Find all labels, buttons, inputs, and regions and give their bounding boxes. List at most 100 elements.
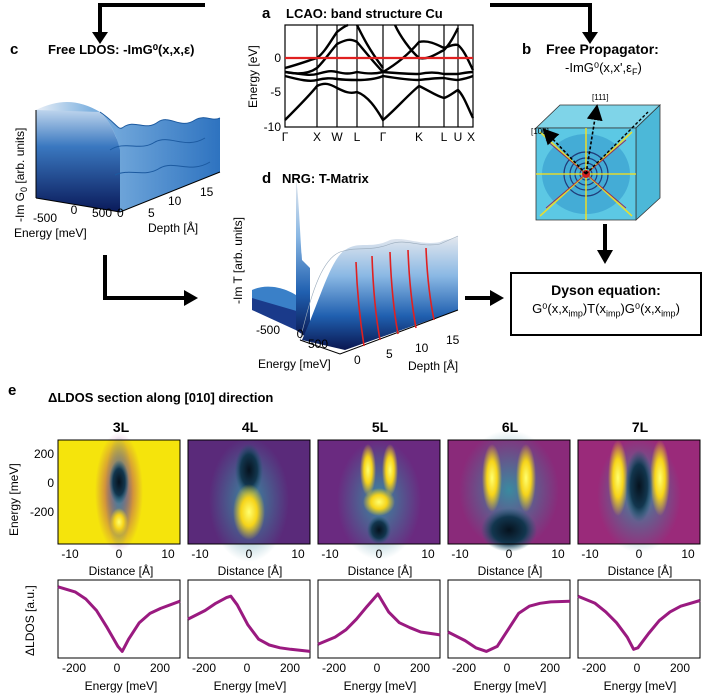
map-ylabel: Energy [meV]	[7, 463, 21, 536]
xtick: Γ	[380, 130, 387, 144]
dyson-equation: G⁰(x,ximp)T(ximp)G⁰(x,ximp)	[532, 301, 680, 319]
svg-text:-10: -10	[61, 547, 79, 561]
dldos-line-6L	[447, 599, 571, 653]
line-plot-5L-frame	[317, 579, 441, 659]
svg-text:-200: -200	[192, 661, 216, 675]
xtick: 500	[92, 206, 112, 220]
panel-e-letter: e	[8, 382, 16, 399]
panel-d-title: NRG: T-Matrix	[282, 171, 369, 186]
panel-d-xlabel: Energy [meV]	[258, 357, 331, 371]
dldos-line-4L	[187, 594, 311, 653]
xtick: X	[313, 130, 321, 144]
svg-text:-10: -10	[191, 547, 209, 561]
band-lines	[284, 23, 475, 122]
dldos-line-5L	[317, 592, 441, 646]
t-matrix-surface	[252, 180, 459, 355]
svg-text:0: 0	[504, 661, 511, 675]
panel-b-title: Free Propagator:	[546, 41, 659, 57]
dldos-line-3L	[57, 585, 181, 653]
svg-text:Energy [meV]: Energy [meV]	[604, 679, 677, 693]
svg-text:Energy [meV]: Energy [meV]	[85, 679, 158, 693]
line-plot-6L-frame	[447, 579, 571, 659]
panel-a: a LCAO: band structure Cu 0	[246, 5, 475, 144]
panel-d: d NRG: T-Matrix -Im T [arb. units] -500 …	[231, 170, 460, 373]
panel-e: e ΔLDOS section along [010] direction 3L…	[7, 382, 701, 693]
panel-c-ylabel: Depth [Å]	[148, 220, 198, 235]
ytick: -10	[264, 120, 282, 134]
svg-text:Energy [meV]: Energy [meV]	[214, 679, 287, 693]
panel-a-title: LCAO: band structure Cu	[286, 6, 443, 21]
map-3L	[57, 432, 181, 552]
propagator-cube: [111] [100]	[531, 93, 661, 221]
xtick: X	[467, 130, 475, 144]
svg-text:0: 0	[636, 547, 643, 561]
ytick: 0	[117, 206, 124, 220]
svg-text:10: 10	[681, 547, 695, 561]
xtick: 0	[71, 203, 78, 217]
panel-c-letter: c	[10, 41, 18, 58]
ytick: 5	[386, 347, 393, 361]
svg-text:0: 0	[114, 661, 121, 675]
line-xticks: -200 0 200 -200 0 200 -200 0 200 -200 0 200 -200…	[62, 661, 690, 675]
svg-text:Distance [Å]: Distance [Å]	[218, 563, 283, 578]
svg-text:200: 200	[150, 661, 170, 675]
xtick: 500	[308, 337, 328, 351]
direction-label: [111]	[592, 93, 609, 102]
panel-b-letter: b	[522, 41, 531, 58]
panel-b-subtitle: -ImG⁰(x,x',εF)	[565, 60, 642, 77]
panel-c-xlabel: Energy [meV]	[14, 226, 87, 240]
ytick: 10	[415, 341, 429, 355]
ytick: -200	[30, 505, 54, 519]
map-title-3L: 3L	[113, 419, 130, 435]
ldos-surface	[35, 101, 221, 213]
panel-a-letter: a	[262, 5, 271, 22]
ytick: -5	[270, 85, 281, 99]
ytick: 15	[446, 333, 460, 347]
map-title-7L: 7L	[632, 419, 649, 435]
map-xticks: -10 0 10 -10 0 10 -10 0 10 -10 0 10 -10 0 10	[61, 547, 695, 561]
map-xlabels: Distance [Å] Distance [Å] Distance [Å] D…	[89, 563, 673, 578]
svg-text:10: 10	[551, 547, 565, 561]
svg-text:-200: -200	[62, 661, 86, 675]
panel-e-title: ΔLDOS section along [010] direction	[48, 390, 273, 405]
map-6L	[447, 430, 571, 552]
flow-arrows	[92, 3, 613, 306]
svg-text:10: 10	[291, 547, 305, 561]
svg-text:0: 0	[506, 547, 513, 561]
ytick: 0	[274, 51, 281, 65]
svg-text:200: 200	[410, 661, 430, 675]
xtick: -500	[256, 323, 280, 337]
ytick: 15	[200, 185, 214, 199]
xtick: W	[331, 130, 343, 144]
ytick: 200	[34, 447, 54, 461]
ytick: 0	[354, 353, 361, 367]
svg-text:Distance [Å]: Distance [Å]	[608, 563, 673, 578]
line-plot-4L-frame	[187, 579, 311, 659]
xtick: -500	[33, 211, 57, 225]
svg-text:-10: -10	[581, 547, 599, 561]
direction-label: [100]	[531, 127, 549, 136]
panel-a-ylabel: Energy [eV]	[246, 45, 260, 108]
xtick: L	[441, 130, 448, 144]
ytick: 10	[168, 194, 182, 208]
map-7L	[577, 437, 701, 553]
svg-text:Distance [Å]: Distance [Å]	[478, 563, 543, 578]
svg-text:0: 0	[246, 547, 253, 561]
svg-text:10: 10	[421, 547, 435, 561]
svg-text:-10: -10	[451, 547, 469, 561]
svg-text:200: 200	[540, 661, 560, 675]
panel-c-zlabel: -Im G0 [arb. units]	[13, 128, 29, 222]
line-ylabel: ΔLDOS [a.u.]	[23, 585, 37, 656]
line-xlabels: Energy [meV] Energy [meV] Energy [meV] E…	[85, 679, 677, 693]
svg-text:-200: -200	[582, 661, 606, 675]
panel-b: b Free Propagator: -ImG⁰(x,x',εF) [111	[522, 41, 661, 221]
t-matrix-red-lines	[355, 247, 435, 347]
svg-text:10: 10	[161, 547, 175, 561]
xtick: U	[454, 130, 463, 144]
ytick: 0	[47, 476, 54, 490]
svg-text:0: 0	[376, 547, 383, 561]
map-4L	[187, 438, 311, 562]
svg-text:-200: -200	[322, 661, 346, 675]
ytick: 5	[148, 206, 155, 220]
